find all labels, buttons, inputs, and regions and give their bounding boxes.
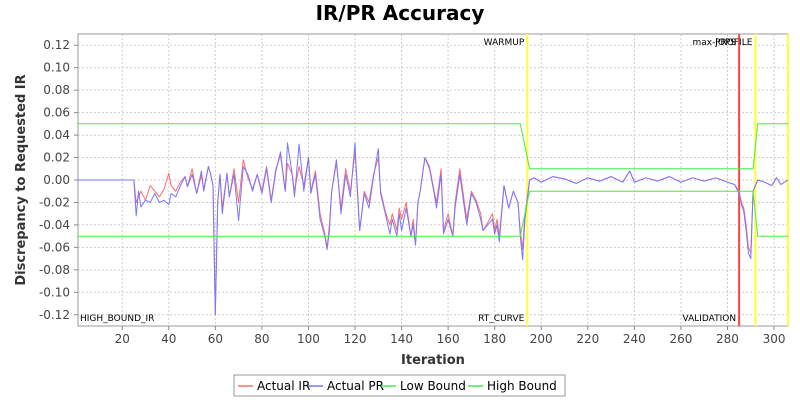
legend-label: Actual PR [327,379,384,393]
y-tick-label: 0.08 [43,83,70,97]
x-tick-label: 180 [483,332,506,346]
phase-bottom-label: RT_CURVE [478,314,524,324]
y-tick-label: -0.12 [39,308,70,322]
phase-annotations: WARMUP RT_CURVE max-jOPS VALIDATION PROFILE [478,38,753,324]
x-tick-label: 280 [716,332,739,346]
y-axis-ticks: -0.12 -0.10 -0.08 -0.06 -0.04 -0.02 0.00 0.02 0.… [39,38,78,322]
legend-label: High Bound [487,379,557,393]
series-line-low-bound [78,190,788,237]
x-tick-label: 20 [115,332,130,346]
x-axis-ticks: 20 40 60 80 100 120 140 160 180 200 220 240 260 280 30… [115,326,786,346]
legend-label: Actual IR [257,379,310,393]
y-axis-label: Discrepancy to Requested IR [14,74,29,285]
y-tick-label: -0.04 [39,218,70,232]
x-axis-label: Iteration [401,353,465,368]
series-lines [78,123,789,316]
x-tick-label: 120 [344,332,367,346]
y-tick-label: -0.10 [39,285,70,299]
y-tick-label: -0.08 [39,263,70,277]
x-tick-label: 100 [297,332,320,346]
y-tick-label: -0.06 [39,240,70,254]
x-tick-label: 40 [161,332,176,346]
y-tick-label: 0.02 [43,151,70,165]
corner-label: HIGH_BOUND_IR [80,314,154,324]
y-tick-label: 0.06 [43,106,70,120]
phase-bottom-label: VALIDATION [683,314,737,324]
x-tick-label: 200 [530,332,553,346]
series-line-high-bound [78,123,788,170]
y-tick-label: 0.00 [43,173,70,187]
x-tick-label: 300 [763,332,786,346]
y-tick-label: 0.12 [43,38,70,52]
series-line-actual-pr [78,142,789,316]
chart-title: IR/PR Accuracy [316,1,485,25]
y-tick-label: 0.04 [43,128,70,142]
y-tick-label: 0.10 [43,61,70,75]
x-tick-label: 160 [437,332,460,346]
legend-items: Actual IR Actual PR Low Bound High Bound [238,379,557,393]
x-tick-label: 240 [623,332,646,346]
legend-label: Low Bound [400,379,466,393]
grid [78,34,788,326]
x-tick-label: 60 [208,332,223,346]
y-tick-label: -0.02 [39,195,70,209]
plot-area [77,33,789,327]
phase-top-label: WARMUP [484,38,525,48]
phase-top-label: max-jOPS [693,38,737,48]
x-tick-label: 140 [390,332,413,346]
x-tick-label: 80 [254,332,269,346]
x-tick-label: 260 [669,332,692,346]
x-tick-label: 220 [576,332,599,346]
phase-top-label: PROFILE [715,38,753,48]
legend [233,374,566,397]
